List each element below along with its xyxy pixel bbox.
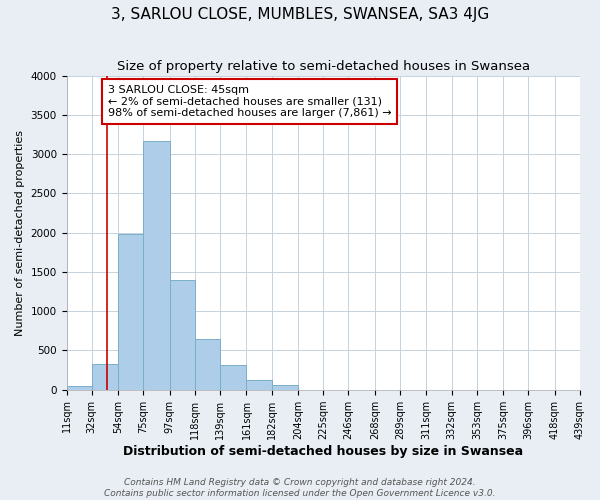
Bar	[92, 364, 118, 390]
Bar	[195, 340, 220, 390]
Bar	[118, 234, 143, 390]
Bar	[170, 280, 195, 390]
Bar	[143, 140, 170, 390]
Bar	[247, 380, 272, 390]
X-axis label: Distribution of semi-detached houses by size in Swansea: Distribution of semi-detached houses by …	[123, 444, 523, 458]
Bar	[220, 366, 247, 390]
Bar	[67, 386, 92, 390]
Bar	[272, 385, 298, 390]
Text: 3 SARLOU CLOSE: 45sqm
← 2% of semi-detached houses are smaller (131)
98% of semi: 3 SARLOU CLOSE: 45sqm ← 2% of semi-detac…	[107, 85, 391, 118]
Text: 3, SARLOU CLOSE, MUMBLES, SWANSEA, SA3 4JG: 3, SARLOU CLOSE, MUMBLES, SWANSEA, SA3 4…	[111, 8, 489, 22]
Text: Contains HM Land Registry data © Crown copyright and database right 2024.
Contai: Contains HM Land Registry data © Crown c…	[104, 478, 496, 498]
Title: Size of property relative to semi-detached houses in Swansea: Size of property relative to semi-detach…	[117, 60, 530, 73]
Y-axis label: Number of semi-detached properties: Number of semi-detached properties	[15, 130, 25, 336]
